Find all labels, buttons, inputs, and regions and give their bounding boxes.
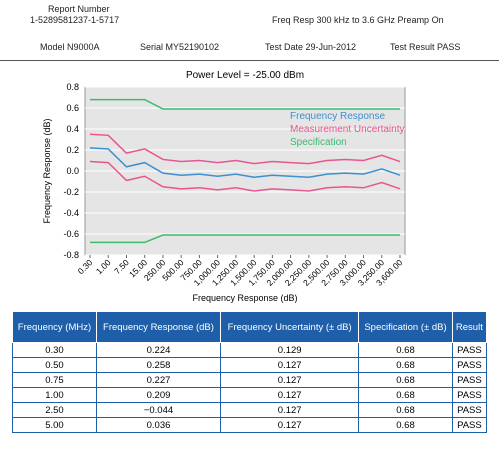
table-row: 1.00 0.209 0.127 0.68 PASS: [12, 387, 488, 403]
results-table: Frequency (MHz) Frequency Response (dB) Fr…: [12, 311, 488, 433]
table-cell: 0.127: [220, 402, 360, 418]
column-header: Result: [451, 311, 488, 343]
table-cell: 0.127: [220, 357, 360, 373]
table-cell: PASS: [451, 342, 488, 358]
table-row: 0.30 0.224 0.129 0.68 PASS: [12, 342, 488, 358]
y-tick-label: 0.4: [66, 124, 79, 134]
test-date: Test Date 29-Jun-2012: [265, 42, 357, 52]
serial: Serial MY52190102: [140, 42, 220, 52]
table-cell: 0.127: [220, 417, 360, 433]
table-cell: −0.044: [95, 402, 222, 418]
x-axis-label: Frequency Response (dB): [192, 293, 297, 303]
table-cell: 0.127: [220, 372, 360, 388]
y-tick-label: -0.4: [63, 208, 79, 218]
x-tick-label: 1.00: [94, 257, 113, 276]
table-cell: 0.75: [12, 372, 97, 388]
y-axis-label: Frequency Response (dB): [42, 118, 52, 223]
report-label: Report Number: [48, 4, 110, 14]
table-cell: 0.127: [220, 387, 360, 403]
table-cell: 0.227: [95, 372, 222, 388]
legend-entry: Measurement Uncertainty: [290, 124, 405, 135]
y-tick-label: -0.6: [63, 229, 79, 239]
series-line: [89, 133, 401, 165]
table-row: 5.00 0.036 0.127 0.68 PASS: [12, 417, 488, 433]
series-line: [90, 234, 400, 244]
chart: Power Level = -25.00 dBm Frequency Respo…: [42, 70, 406, 303]
table-cell: 0.036: [95, 417, 222, 433]
y-tick-label: -0.8: [63, 250, 79, 260]
column-header: Frequency Uncertainty (± dB): [220, 311, 360, 343]
report-number: 1-5289581237-1-5717: [30, 15, 120, 25]
column-header: Frequency (MHz): [12, 311, 97, 343]
y-tick-label: 0.8: [66, 82, 79, 92]
table-row: 0.75 0.227 0.127 0.68 PASS: [12, 372, 488, 388]
description: Freq Resp 300 kHz to 3.6 GHz Preamp On: [272, 15, 444, 25]
table-cell: 0.68: [358, 342, 453, 358]
series-line: [90, 98, 400, 110]
table-cell: 0.68: [358, 372, 453, 388]
table-cell: PASS: [451, 387, 488, 403]
divider: [0, 60, 499, 61]
table-cell: 0.258: [95, 357, 222, 373]
table-cell: 0.50: [12, 357, 97, 373]
table-cell: 0.209: [95, 387, 222, 403]
test-result: Test Result PASS: [390, 42, 461, 52]
y-tick-label: 0.0: [66, 166, 79, 176]
column-header: Specification (± dB): [358, 311, 453, 343]
table-cell: 0.224: [95, 342, 222, 358]
y-tick-label: 0.6: [66, 103, 79, 113]
y-tick-label: -0.2: [63, 187, 79, 197]
table-cell: 0.129: [220, 342, 360, 358]
table-cell: 0.68: [358, 387, 453, 403]
table-cell: 1.00: [12, 387, 97, 403]
y-tick-label: 0.2: [66, 145, 79, 155]
series-line: [89, 147, 401, 179]
table-cell: 5.00: [12, 417, 97, 433]
table-cell: 0.68: [358, 357, 453, 373]
series-line: [89, 160, 401, 192]
chart-title: Power Level = -25.00 dBm: [186, 70, 304, 81]
column-header: Frequency Response (dB): [95, 311, 222, 343]
table-cell: PASS: [451, 357, 488, 373]
table-cell: 0.68: [358, 417, 453, 433]
table-row: 2.50 −0.044 0.127 0.68 PASS: [12, 402, 488, 418]
table-cell: PASS: [451, 402, 488, 418]
model: Model N9000A: [40, 42, 100, 52]
legend-entry: Specification: [290, 137, 347, 148]
legend-entry: Frequency Response: [290, 111, 385, 122]
table-cell: 0.30: [12, 342, 97, 358]
table-cell: 2.50: [12, 402, 97, 418]
table-cell: PASS: [451, 372, 488, 388]
table-cell: PASS: [451, 417, 488, 433]
table-row: 0.50 0.258 0.127 0.68 PASS: [12, 357, 488, 373]
table-cell: 0.68: [358, 402, 453, 418]
